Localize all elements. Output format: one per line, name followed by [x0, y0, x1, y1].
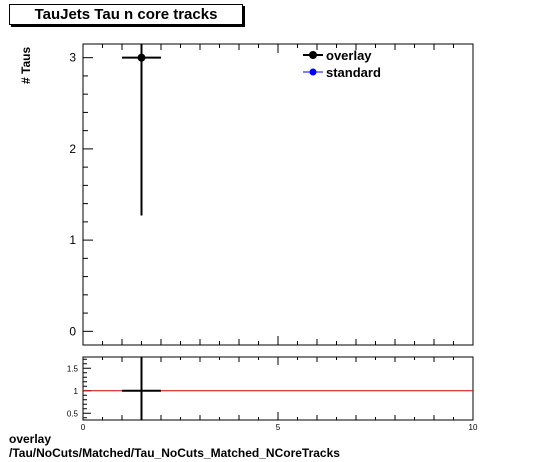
legend-label-overlay: overlay: [326, 48, 372, 63]
ratio-x-tick-label: 0: [81, 423, 86, 432]
footer-line-1: overlay: [9, 432, 52, 446]
ratio-y-tick-label: 0.5: [67, 409, 79, 418]
main-y-tick-label: 1: [69, 233, 76, 247]
chart-title-box: TauJets Tau n core tracks: [9, 4, 243, 25]
legend-label-standard: standard: [326, 65, 381, 80]
ratio-x-tick-label: 5: [276, 423, 281, 432]
chart-title: TauJets Tau n core tracks: [34, 6, 218, 23]
ratio-y-tick-label: 1.5: [67, 364, 79, 373]
main-y-tick-label: 3: [69, 51, 76, 65]
main-y-tick-label: 2: [69, 142, 76, 156]
legend-marker-standard: [309, 68, 317, 76]
legend-marker-overlay: [309, 51, 317, 59]
main-y-tick-label: 0: [69, 324, 76, 338]
ratio-x-tick-label: 10: [469, 423, 478, 432]
ratio-y-tick-label: 1: [74, 387, 79, 396]
overlay-data-point: [137, 53, 146, 62]
footer-line-2: /Tau/NoCuts/Matched/Tau_NoCuts_Matched_N…: [9, 446, 340, 460]
